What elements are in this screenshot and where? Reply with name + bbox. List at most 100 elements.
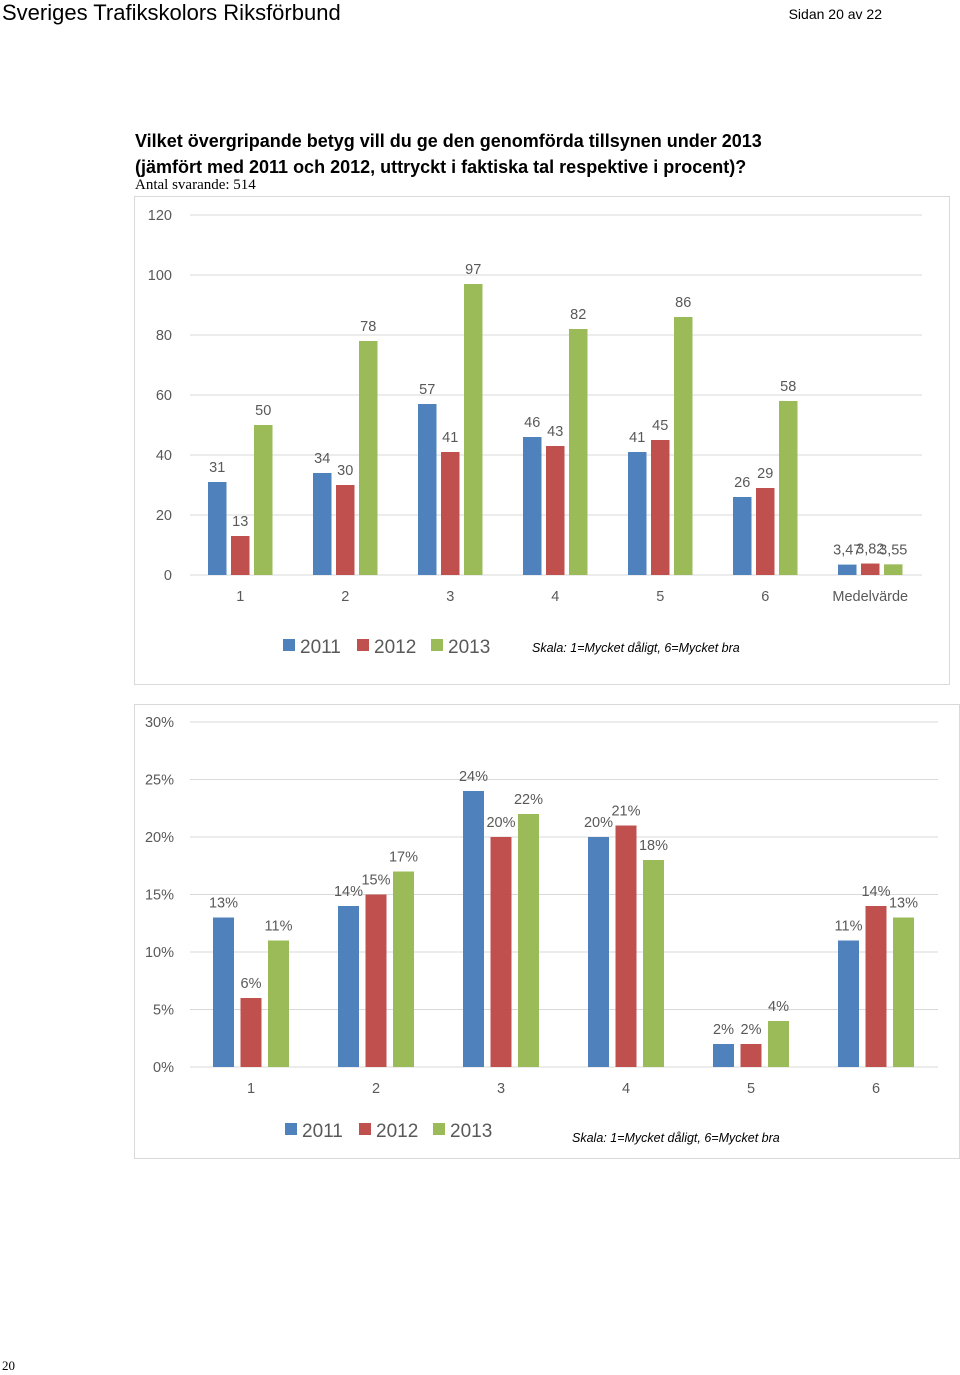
chart2-y-tick-label: 20% [145,830,174,846]
chart1-x-tick-label: 4 [551,589,559,605]
chart1-legend-swatch-2013 [431,639,443,651]
chart2-data-label: 17% [389,850,418,866]
chart1-legend-label-2013: 2013 [448,637,490,658]
page-number: 20 [2,1358,15,1373]
chart1-data-label: 82 [570,307,586,323]
chart2-data-label: 20% [584,815,613,831]
chart1-legend-label-2012: 2012 [374,637,416,658]
chart1-bar-2011 [313,473,332,575]
chart2-data-label: 13% [209,896,238,912]
chart2-legend-swatch-2012 [359,1123,371,1135]
chart1-x-tick-label: 6 [761,589,769,605]
chart1-x-tick-label: 5 [656,589,664,605]
chart2-y-tick-label: 5% [153,1003,174,1019]
chart2-bar-2013 [518,814,539,1067]
chart2-data-label: 11% [265,919,293,935]
chart1-bar-2013 [779,401,798,575]
chart1-data-label: 3,47 [833,543,861,559]
chart2-data-label: 2% [713,1022,734,1038]
chart1-bar-2012 [756,488,775,575]
chart2-y-tick-label: 25% [145,773,174,789]
chart2-data-label: 11% [835,919,863,935]
chart2-data-label: 14% [861,884,890,900]
chart1-bar-2013 [254,425,273,575]
chart1-x-tick-label: 3 [446,589,454,605]
chart1-legend-swatch-2011 [283,639,295,651]
chart1-data-label: 78 [360,319,376,335]
chart1-data-label: 46 [524,415,540,431]
chart1-data-label: 3,55 [879,542,907,558]
question-line-1: Vilket övergripande betyg vill du ge den… [135,131,762,151]
chart2-data-label: 20% [486,815,515,831]
chart2-bar-2011 [838,940,859,1067]
chart1-data-label: 26 [734,475,750,491]
chart1-bar-2013 [359,341,378,575]
chart2-data-label: 14% [334,884,363,900]
chart2-bar-2012 [365,894,387,1067]
chart1-bar-2012 [336,485,355,575]
chart1-data-label: 57 [419,382,435,398]
chart1-bar-2013 [569,329,588,575]
chart1-y-tick-label: 60 [156,388,172,404]
chart2-data-label: 4% [768,999,789,1015]
chart2-bar-2011 [338,906,359,1067]
respondent-count: Antal svarande: 514 [135,177,256,193]
chart1-bar-2013 [674,317,693,575]
document-header-title: Sveriges Trafikskolors Riksförbund [2,0,341,25]
chart2-data-label: 18% [639,838,668,854]
chart2-x-tick-label: 1 [247,1081,255,1097]
chart2-data-label: 13% [889,896,918,912]
chart2-y-tick-label: 10% [145,945,174,961]
chart2-data-label: 24% [459,769,488,785]
chart2-bar-2013 [768,1021,789,1067]
chart1-data-label: 97 [465,262,481,278]
chart1-data-label: 29 [757,466,773,482]
chart1-legend-swatch-2012 [357,639,369,651]
chart1-legend-label-2011: 2011 [300,637,341,658]
page-indicator: Sidan 20 av 22 [788,6,882,22]
chart2-y-tick-label: 0% [153,1060,174,1076]
chart1-bar-2011 [208,482,227,575]
chart1-bar-2011 [418,404,437,575]
chart1-y-tick-label: 120 [148,208,172,224]
chart2-legend-label-2013: 2013 [450,1121,492,1142]
chart2-bar-2013 [268,940,289,1067]
chart1-bar-2013 [884,564,903,575]
chart1-x-tick-label: Medelvärde [832,589,908,605]
chart2-data-label: 15% [361,873,390,889]
chart2-x-tick-label: 6 [872,1081,880,1097]
chart1-data-label: 41 [629,430,645,446]
chart1-bar-2012 [546,446,565,575]
chart1-bar-2013 [464,284,483,575]
chart1-data-label: 34 [314,451,330,467]
chart1-data-label: 3,82 [856,542,884,558]
chart2-bar-2011 [588,837,609,1067]
chart1-bar-2012 [651,440,670,575]
chart2-bar-2012 [615,825,637,1067]
question-heading: Vilket övergripande betyg vill du ge den… [135,128,935,180]
chart1-data-label: 30 [337,463,353,479]
chart2-y-tick-label: 15% [145,888,174,904]
chart2-scale-note: Skala: 1=Mycket dåligt, 6=Mycket bra [572,1131,780,1145]
question-line-2: (jämfört med 2011 och 2012, uttryckt i f… [135,157,747,177]
chart2-bar-2012 [740,1044,762,1067]
chart1-data-label: 31 [209,460,225,476]
chart2-legend-label-2011: 2011 [302,1121,343,1142]
chart2-legend-swatch-2013 [433,1123,445,1135]
chart2-legend-label-2012: 2012 [376,1121,418,1142]
chart1-bar-2012 [861,563,880,575]
chart2-x-tick-label: 4 [622,1081,630,1097]
chart1-x-tick-label: 1 [236,589,244,605]
chart1-bar-2011 [628,452,647,575]
chart1-bar-2011 [733,497,752,575]
chart2-data-label: 2% [741,1022,762,1038]
chart2-y-tick-label: 30% [145,715,174,731]
chart1-data-label: 50 [255,403,271,419]
chart1-data-label: 58 [780,379,796,395]
chart2-bar-2011 [463,791,484,1067]
chart1-data-label: 41 [442,430,458,446]
chart2-data-label: 21% [611,804,640,820]
chart2-bar-2012 [240,998,262,1067]
chart1-y-tick-label: 100 [148,268,172,284]
chart1-data-label: 43 [547,424,563,440]
